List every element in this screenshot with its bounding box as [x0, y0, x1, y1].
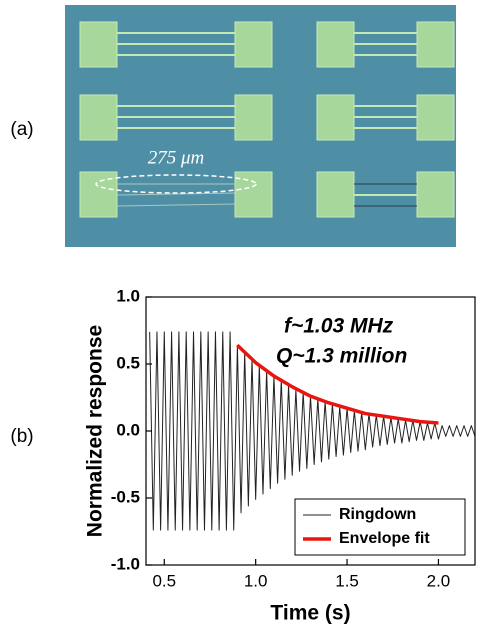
x-tick-label: 2.0 — [427, 571, 451, 590]
legend-label: Envelope fit — [339, 530, 430, 547]
annotation: Q~1.3 million — [276, 345, 407, 368]
y-axis-label: Normalized response — [84, 325, 107, 537]
x-tick-label: 1.0 — [244, 571, 268, 590]
ringdown-line — [149, 331, 476, 531]
x-axis-label: Time (s) — [270, 602, 350, 625]
y-tick-label: 1.0 — [116, 286, 140, 305]
fit-line — [236, 343, 439, 425]
y-tick-label: 0.0 — [116, 420, 140, 439]
x-tick-label: 1.5 — [335, 571, 359, 590]
y-tick-label: 0.5 — [116, 353, 140, 372]
y-tick-label: -0.5 — [111, 487, 140, 506]
annotation: f~1.03 MHz — [284, 315, 394, 338]
micrograph: 275 μm — [65, 5, 456, 247]
panel-label: (b) — [10, 426, 33, 447]
y-tick-label: -1.0 — [111, 554, 140, 573]
scale-label: 275 μm — [148, 147, 205, 168]
legend-label: Ringdown — [339, 506, 416, 523]
x-tick-label: 0.5 — [152, 571, 176, 590]
panel-label: (a) — [10, 119, 33, 140]
legend-box — [294, 498, 466, 556]
